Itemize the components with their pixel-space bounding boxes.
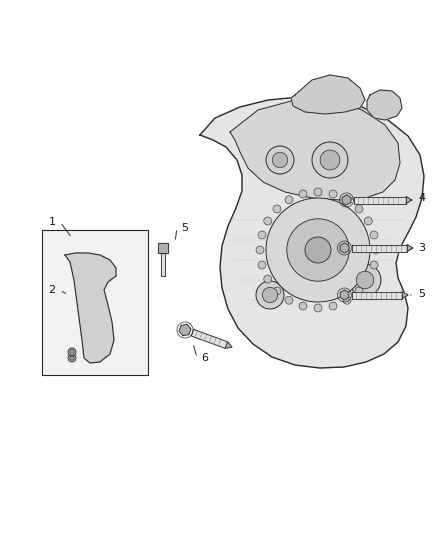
Circle shape	[256, 246, 264, 254]
Circle shape	[372, 246, 380, 254]
Circle shape	[272, 152, 288, 168]
Circle shape	[299, 190, 307, 198]
Circle shape	[285, 196, 293, 204]
Circle shape	[312, 142, 348, 178]
Circle shape	[314, 188, 322, 196]
Circle shape	[370, 261, 378, 269]
Polygon shape	[42, 230, 148, 375]
Text: 5: 5	[181, 223, 188, 233]
Circle shape	[343, 196, 351, 204]
Polygon shape	[179, 325, 191, 336]
Polygon shape	[406, 197, 412, 204]
Circle shape	[299, 302, 307, 310]
Circle shape	[343, 296, 351, 304]
Circle shape	[287, 219, 349, 281]
Circle shape	[68, 354, 76, 362]
Polygon shape	[342, 195, 351, 205]
Circle shape	[273, 205, 281, 213]
Circle shape	[264, 275, 272, 283]
Circle shape	[355, 287, 363, 295]
Polygon shape	[161, 253, 165, 276]
Polygon shape	[340, 243, 349, 253]
Polygon shape	[230, 100, 400, 200]
Polygon shape	[65, 253, 116, 363]
Circle shape	[329, 302, 337, 310]
Circle shape	[305, 237, 331, 263]
Polygon shape	[402, 292, 408, 298]
Circle shape	[258, 231, 266, 239]
Polygon shape	[340, 290, 349, 300]
Circle shape	[285, 296, 293, 304]
Circle shape	[258, 261, 266, 269]
Text: 3: 3	[418, 243, 425, 253]
Circle shape	[262, 287, 278, 303]
Polygon shape	[200, 97, 424, 368]
Circle shape	[356, 271, 374, 289]
Text: 5: 5	[418, 289, 425, 299]
Polygon shape	[291, 75, 365, 114]
Text: 6: 6	[201, 353, 208, 363]
Text: 1: 1	[49, 217, 56, 227]
Circle shape	[68, 348, 76, 356]
Circle shape	[320, 150, 340, 170]
Circle shape	[370, 231, 378, 239]
Circle shape	[266, 146, 294, 174]
Polygon shape	[158, 243, 168, 253]
Text: 4: 4	[418, 193, 426, 203]
Polygon shape	[352, 292, 402, 298]
Circle shape	[355, 205, 363, 213]
Circle shape	[349, 264, 381, 296]
Circle shape	[364, 275, 372, 283]
Text: 2: 2	[49, 285, 56, 295]
Polygon shape	[191, 329, 228, 349]
Circle shape	[314, 304, 322, 312]
Polygon shape	[225, 342, 232, 349]
Polygon shape	[407, 245, 413, 252]
Polygon shape	[367, 90, 402, 120]
Polygon shape	[354, 197, 406, 204]
Circle shape	[256, 281, 284, 309]
Polygon shape	[352, 245, 407, 252]
Circle shape	[273, 287, 281, 295]
Circle shape	[264, 217, 272, 225]
Circle shape	[266, 198, 370, 302]
Circle shape	[329, 190, 337, 198]
Circle shape	[364, 217, 372, 225]
